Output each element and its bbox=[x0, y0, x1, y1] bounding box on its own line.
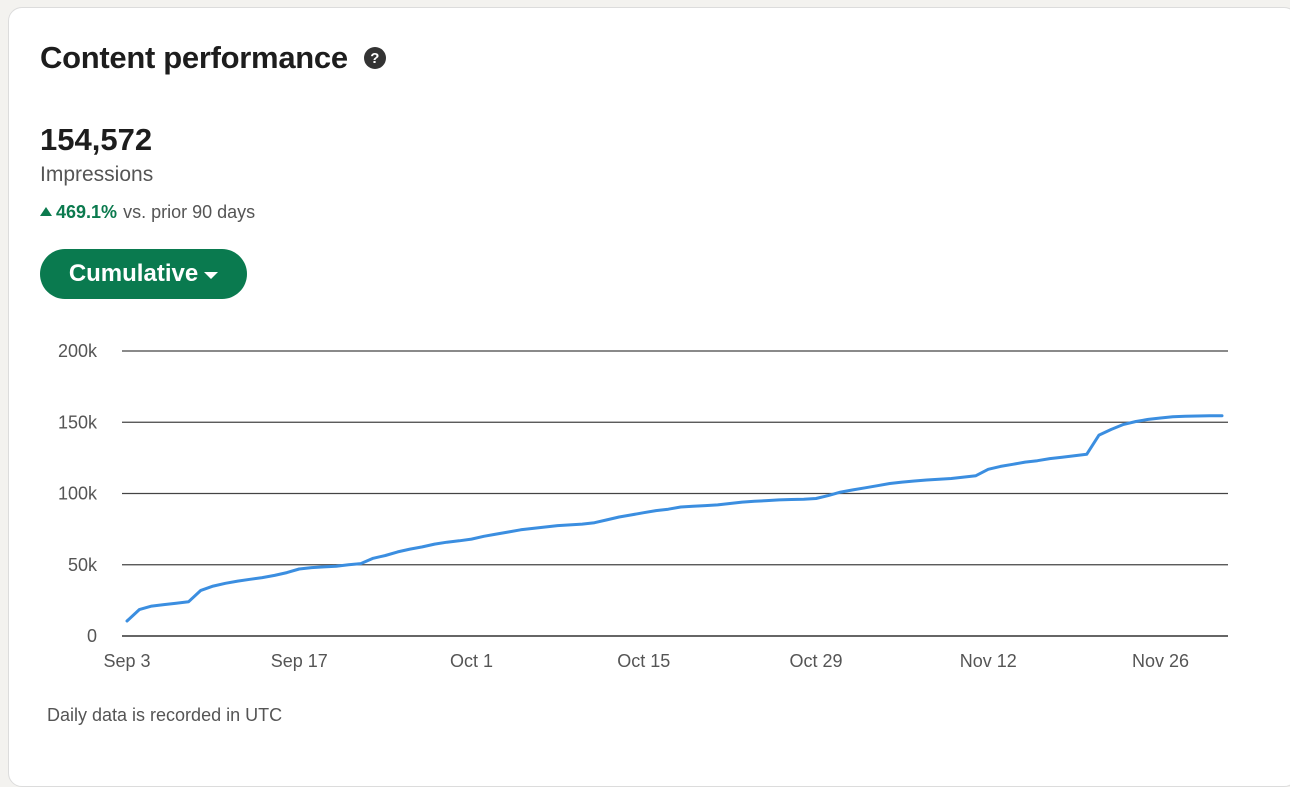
question-circle-icon[interactable]: ? bbox=[363, 47, 386, 69]
x-tick-label: Oct 29 bbox=[789, 651, 842, 671]
y-tick-label: 50k bbox=[68, 555, 98, 575]
x-tick-label: Oct 1 bbox=[450, 651, 493, 671]
change-comparison-label: vs. prior 90 days bbox=[123, 202, 256, 222]
change-indicator: 469.1% vs. prior 90 days bbox=[40, 202, 255, 223]
y-tick-label: 200k bbox=[58, 341, 98, 361]
change-percentage: 469.1% bbox=[56, 202, 118, 222]
impressions-value: 154,572 bbox=[40, 122, 153, 157]
y-tick-label: 150k bbox=[58, 412, 98, 432]
triangle-up-icon bbox=[40, 207, 52, 216]
x-tick-label: Sep 17 bbox=[271, 651, 328, 671]
x-tick-label: Sep 3 bbox=[103, 651, 150, 671]
x-tick-label: Nov 12 bbox=[960, 651, 1017, 671]
x-tick-label: Oct 15 bbox=[617, 651, 670, 671]
card-header: Content performance ? bbox=[40, 40, 386, 76]
mode-button-label: Cumulative bbox=[68, 260, 199, 287]
y-tick-label: 100k bbox=[58, 484, 98, 504]
content-performance-card bbox=[8, 7, 1290, 787]
caret-down-icon bbox=[204, 272, 219, 279]
x-tick-label: Nov 26 bbox=[1132, 651, 1189, 671]
impressions-label: Impressions bbox=[40, 163, 154, 186]
cumulative-dropdown-button[interactable]: Cumulative bbox=[40, 249, 247, 299]
utc-footnote: Daily data is recorded in UTC bbox=[47, 705, 283, 725]
impressions-series-line bbox=[125, 414, 1224, 623]
card-title: Content performance bbox=[40, 40, 348, 75]
y-tick-label: 0 bbox=[87, 626, 97, 646]
